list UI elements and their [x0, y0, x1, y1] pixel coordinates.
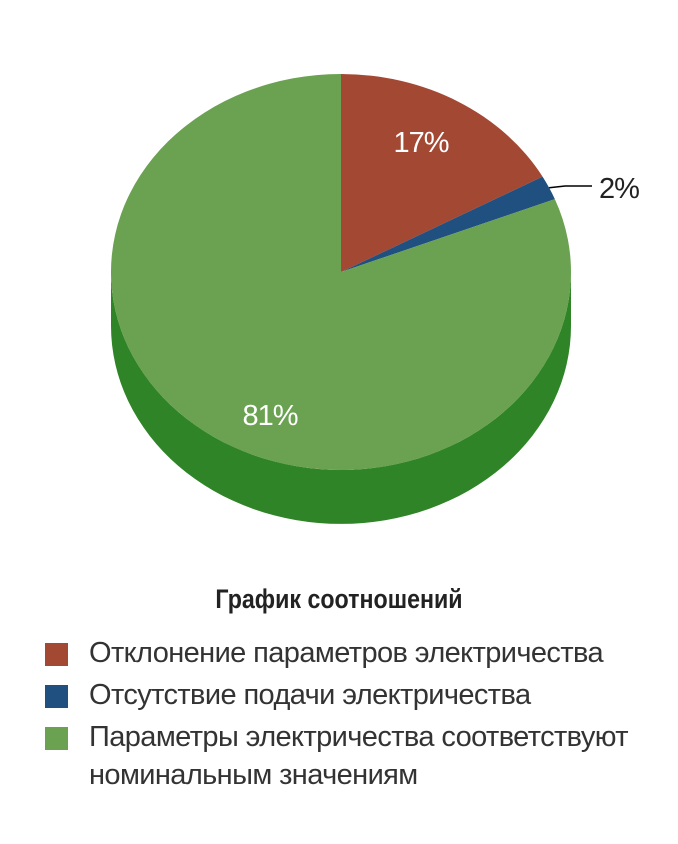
slice-label-deviation: 17%	[393, 127, 448, 159]
slice-label-no-supply: 2%	[599, 173, 639, 205]
pie-side-depth	[111, 272, 571, 524]
legend-item-deviation: Отклонение параметров электричества	[45, 634, 665, 672]
legend-item-no-supply: Отсутствие подачи электричества	[45, 676, 665, 714]
slice-label-nominal: 81%	[242, 400, 297, 432]
pie-slice-no-supply	[341, 176, 555, 272]
legend-swatch-nominal	[45, 727, 68, 750]
leader-line-no-supply	[549, 185, 592, 189]
legend-swatch-no-supply	[45, 685, 68, 708]
legend: Отклонение параметров электричества Отсу…	[45, 634, 665, 798]
pie-slice-nominal	[110, 74, 571, 470]
legend-label-nominal: Параметры электричества соответствуют но…	[89, 721, 629, 791]
legend-label-no-supply: Отсутствие подачи электричества	[89, 679, 531, 711]
pie-chart: 17% 2% 81%	[110, 74, 640, 524]
pie-slice-deviation	[341, 74, 543, 272]
chart-title: График соотношений	[215, 584, 463, 614]
legend-swatch-deviation	[45, 643, 68, 666]
legend-label-deviation: Отклонение параметров электричества	[89, 637, 604, 669]
legend-item-nominal: Параметры электричества соответствуют но…	[45, 718, 665, 794]
